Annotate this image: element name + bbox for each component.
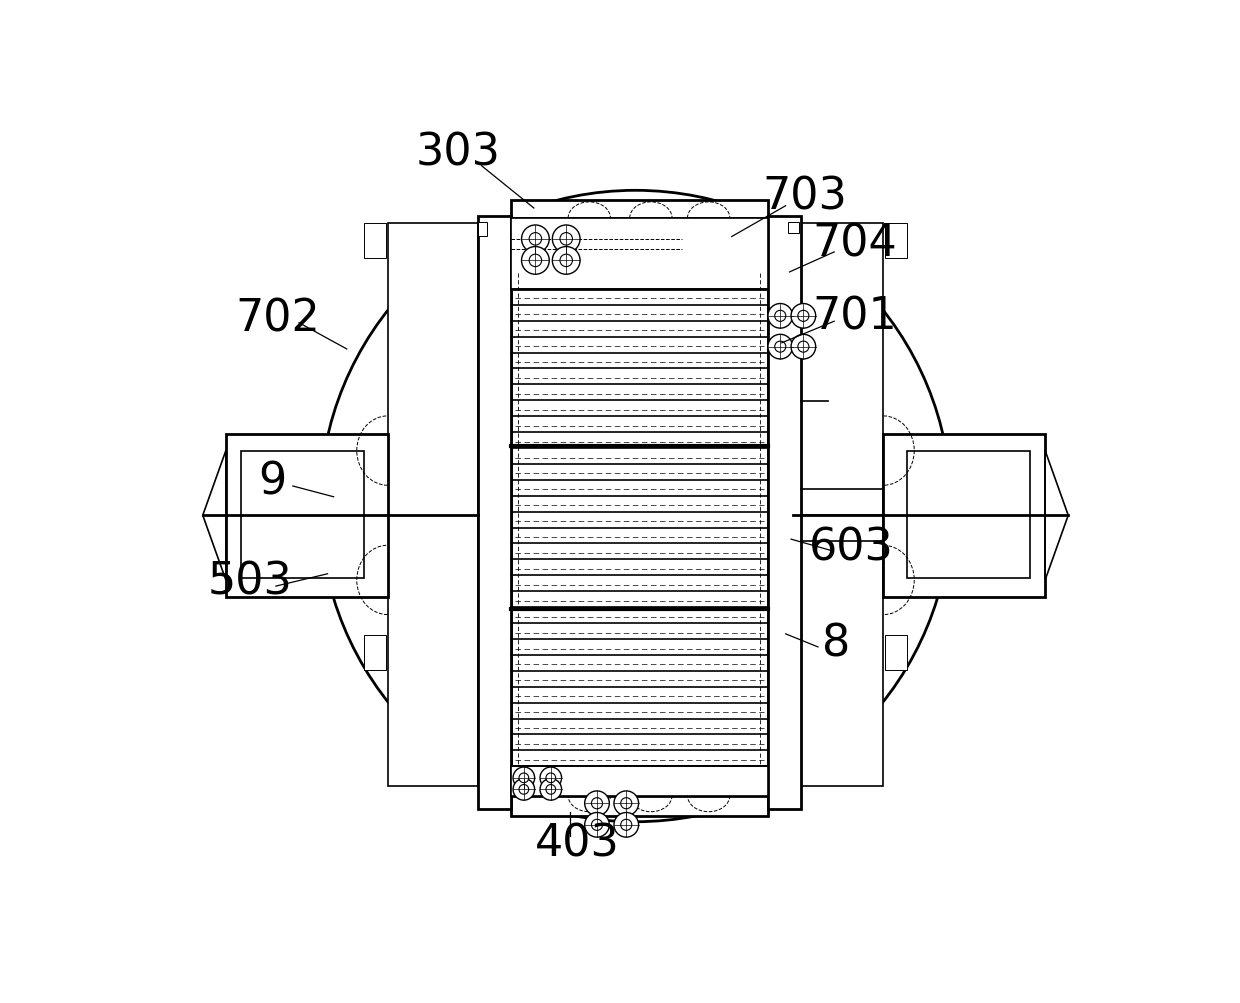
Bar [242,451,365,578]
Circle shape [529,255,542,268]
Circle shape [541,778,562,800]
Polygon shape [203,451,226,581]
Bar [906,451,1029,578]
Circle shape [522,248,549,275]
Circle shape [797,342,808,353]
Bar [511,202,768,219]
Bar [226,434,388,597]
Text: 303: 303 [415,131,501,175]
Circle shape [791,304,816,329]
Bar [388,225,479,785]
Text: 8: 8 [822,622,849,665]
Circle shape [560,255,573,268]
Bar [477,217,511,808]
Circle shape [768,304,792,329]
Circle shape [520,773,528,783]
Circle shape [513,778,534,800]
Text: 9: 9 [258,460,286,504]
Circle shape [522,226,549,254]
Text: 701: 701 [812,295,898,338]
Bar [511,219,768,290]
Bar [885,225,906,259]
Circle shape [621,819,632,830]
Polygon shape [1045,451,1068,581]
Circle shape [546,784,556,794]
Circle shape [775,311,786,322]
Circle shape [591,819,603,830]
Circle shape [591,798,603,809]
Circle shape [585,812,609,838]
Circle shape [546,773,556,783]
Circle shape [585,791,609,815]
Text: 702: 702 [236,297,320,340]
Text: 704: 704 [812,222,898,265]
Text: 403: 403 [536,822,620,865]
Circle shape [614,812,639,838]
Circle shape [541,767,562,788]
Circle shape [513,767,534,788]
Circle shape [529,234,542,246]
Bar [792,225,883,785]
Bar [511,766,768,795]
Bar [477,223,487,237]
Bar [883,434,1045,597]
Circle shape [552,226,580,254]
Bar [365,636,386,670]
Text: 603: 603 [808,526,894,569]
Circle shape [797,311,808,322]
Circle shape [768,335,792,360]
Text: 703: 703 [763,176,847,219]
Circle shape [791,335,816,360]
Bar [787,223,799,234]
Circle shape [560,234,573,246]
Bar [511,290,768,766]
Bar [511,795,768,816]
Circle shape [552,248,580,275]
Text: 503: 503 [208,561,293,604]
Circle shape [520,784,528,794]
Bar [365,225,386,259]
Circle shape [320,192,951,821]
Circle shape [621,798,632,809]
Bar [768,217,801,808]
Bar [885,636,906,670]
Circle shape [614,791,639,815]
Circle shape [775,342,786,353]
